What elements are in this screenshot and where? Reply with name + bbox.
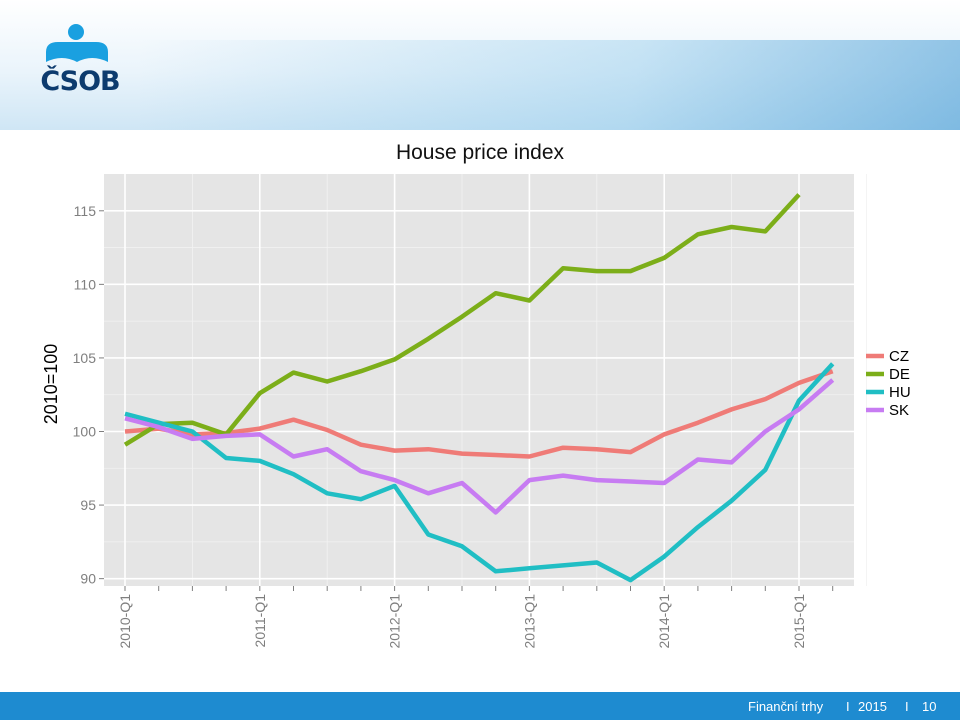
y-tick-label: 115 (74, 203, 97, 219)
footer-bar: Finanční trhy I 2015 I 10 (0, 692, 960, 720)
footer-separator: I (846, 699, 850, 714)
chart-title: House price index (395, 141, 565, 164)
legend-label-cz: CZ (889, 348, 909, 365)
series-line-hu (124, 362, 835, 583)
series-line-de (123, 193, 801, 447)
footer-separator: I (905, 699, 909, 714)
legend-label-de: DE (889, 366, 910, 383)
x-tick-label: 2012-Q1 (387, 594, 403, 649)
y-tick-label: 95 (80, 497, 96, 513)
csob-logo-text: ČSOB (40, 66, 120, 97)
y-axis-label: 2010=100 (41, 344, 61, 425)
plot-background (104, 174, 854, 586)
legend-label-hu: HU (889, 384, 911, 401)
footer-page-number: 10 (922, 699, 937, 714)
x-tick-label: 2015-Q1 (791, 594, 807, 649)
legend-label-sk: SK (889, 402, 909, 419)
header-banner (0, 0, 960, 130)
y-tick-label: 105 (73, 350, 97, 366)
x-tick-label: 2011-Q1 (252, 594, 268, 648)
footer-section: Finanční trhy (748, 699, 824, 714)
series-line-sk (124, 378, 835, 515)
x-tick-label: 2014-Q1 (656, 594, 672, 649)
y-tick-label: 90 (80, 571, 96, 587)
house-price-chart: 90 95 100 105 110 115 2010-Q1 2011-Q1 2012-Q1 20… (41, 174, 911, 649)
y-tick-label: 110 (74, 276, 97, 292)
x-tick-label: 2013-Q1 (521, 594, 537, 649)
series-line-cz (124, 369, 834, 459)
footer-year: 2015 (858, 699, 887, 714)
y-tick-label: 100 (73, 424, 97, 440)
csob-logo-icon (46, 24, 108, 62)
x-tick-label: 2010-Q1 (117, 594, 133, 649)
